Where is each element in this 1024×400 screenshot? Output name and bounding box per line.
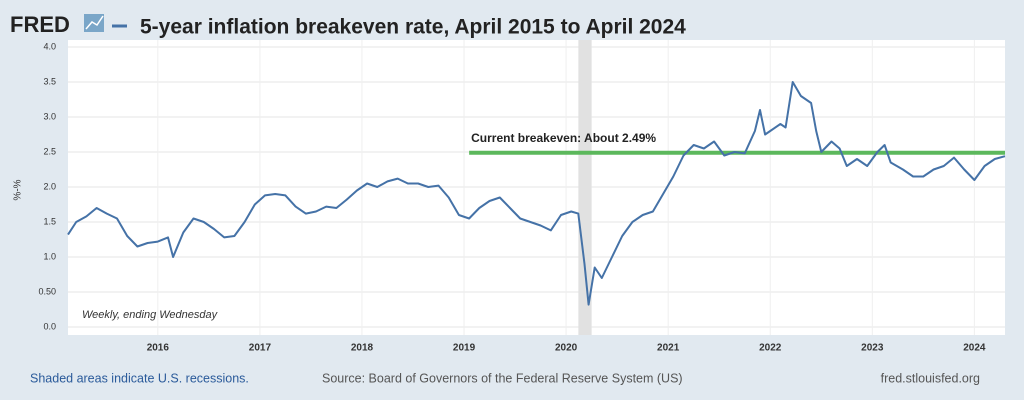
- x-tick-label: 2018: [351, 343, 374, 354]
- footer-center: Source: Board of Governors of the Federa…: [322, 371, 683, 385]
- x-tick-label: 2019: [453, 343, 476, 354]
- y-tick-label: 4.0: [43, 41, 56, 51]
- logo-icon-line: [85, 15, 104, 30]
- footer-right: fred.stlouisfed.org: [881, 371, 980, 385]
- y-tick-label: 3.5: [43, 76, 56, 86]
- x-tick-label: 2016: [147, 343, 170, 354]
- series-line: [67, 81, 1006, 306]
- x-tick-label: 2021: [657, 343, 680, 354]
- reference-label: Current breakeven: About 2.49%: [471, 131, 656, 145]
- y-tick-label: 2.5: [43, 146, 56, 156]
- x-tick-label: 2017: [249, 343, 272, 354]
- logo: FRED: [10, 12, 70, 37]
- y-tick-label: 3.0: [43, 111, 56, 121]
- y-axis-label: %-%: [13, 179, 24, 200]
- x-tick-label: 2024: [963, 343, 986, 354]
- note: Weekly, ending Wednesday: [82, 309, 219, 321]
- x-tick-label: 2022: [759, 343, 782, 354]
- footer-left: Shaded areas indicate U.S. recessions.: [30, 371, 249, 385]
- y-tick-label: 1.5: [43, 216, 56, 226]
- y-tick-label: 0.0: [43, 321, 56, 331]
- y-tick-label: 2.0: [43, 181, 56, 191]
- x-tick-label: 2023: [861, 343, 884, 354]
- x-tick-label: 2020: [555, 343, 578, 354]
- chart-title: 5-year inflation breakeven rate, April 2…: [140, 16, 686, 39]
- recession-band: [578, 40, 592, 335]
- y-tick-label: 0.50: [38, 286, 56, 296]
- y-tick-label: 1.0: [43, 251, 56, 261]
